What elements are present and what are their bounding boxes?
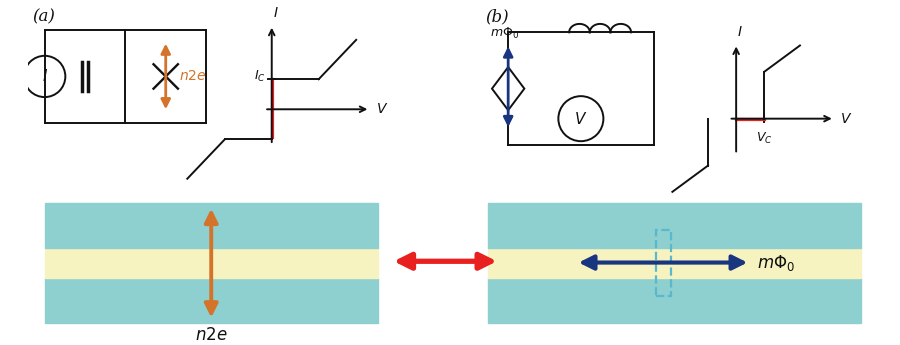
Text: (a): (a) — [32, 8, 56, 25]
Text: $n2e$: $n2e$ — [179, 69, 206, 83]
Bar — [655, 229, 670, 296]
Bar — [45, 278, 378, 323]
Bar — [488, 278, 861, 323]
Text: (b): (b) — [486, 8, 509, 25]
Text: $V$: $V$ — [841, 112, 852, 126]
Text: $I$: $I$ — [273, 6, 278, 20]
Text: $V_C$: $V_C$ — [756, 131, 772, 146]
Text: $m\Phi_0$: $m\Phi_0$ — [757, 253, 795, 273]
Bar — [488, 203, 861, 247]
Text: $V$: $V$ — [376, 102, 388, 116]
Text: $I_C$: $I_C$ — [255, 69, 266, 84]
Text: $n2e$: $n2e$ — [195, 327, 228, 344]
Text: $m\Phi_0$: $m\Phi_0$ — [490, 26, 519, 41]
Bar — [45, 247, 378, 278]
Bar — [45, 203, 378, 247]
Text: $I$: $I$ — [737, 25, 742, 39]
Text: $V$: $V$ — [574, 111, 588, 127]
Bar — [488, 247, 861, 278]
Text: $I$: $I$ — [41, 68, 48, 85]
